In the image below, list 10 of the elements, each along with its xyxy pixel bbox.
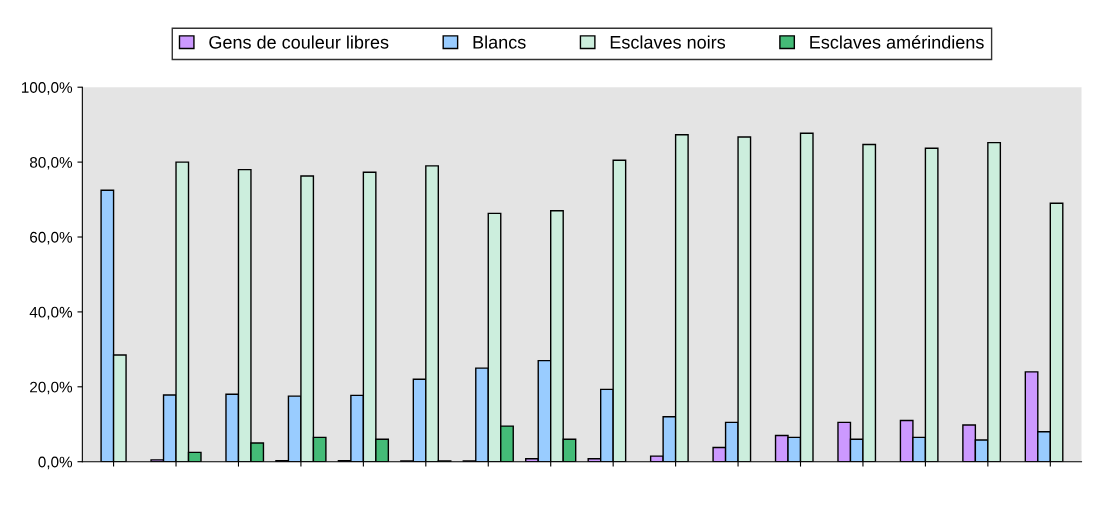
legend-label: Blancs [473,35,526,49]
y-tick-label: 80,0% [29,156,73,170]
y-tick-label: 0,0% [38,456,73,470]
y-tick-label: 100,0% [21,82,73,95]
legend-label: Gens de couleur libres [209,35,389,49]
y-tick-label: 20,0% [30,381,73,395]
legend-label: Esclaves amérindiens [810,35,984,49]
y-tick-label: 40,0% [29,306,73,320]
legend-label: Esclaves noirs [610,35,726,49]
y-tick-label: 60,0% [30,231,73,245]
